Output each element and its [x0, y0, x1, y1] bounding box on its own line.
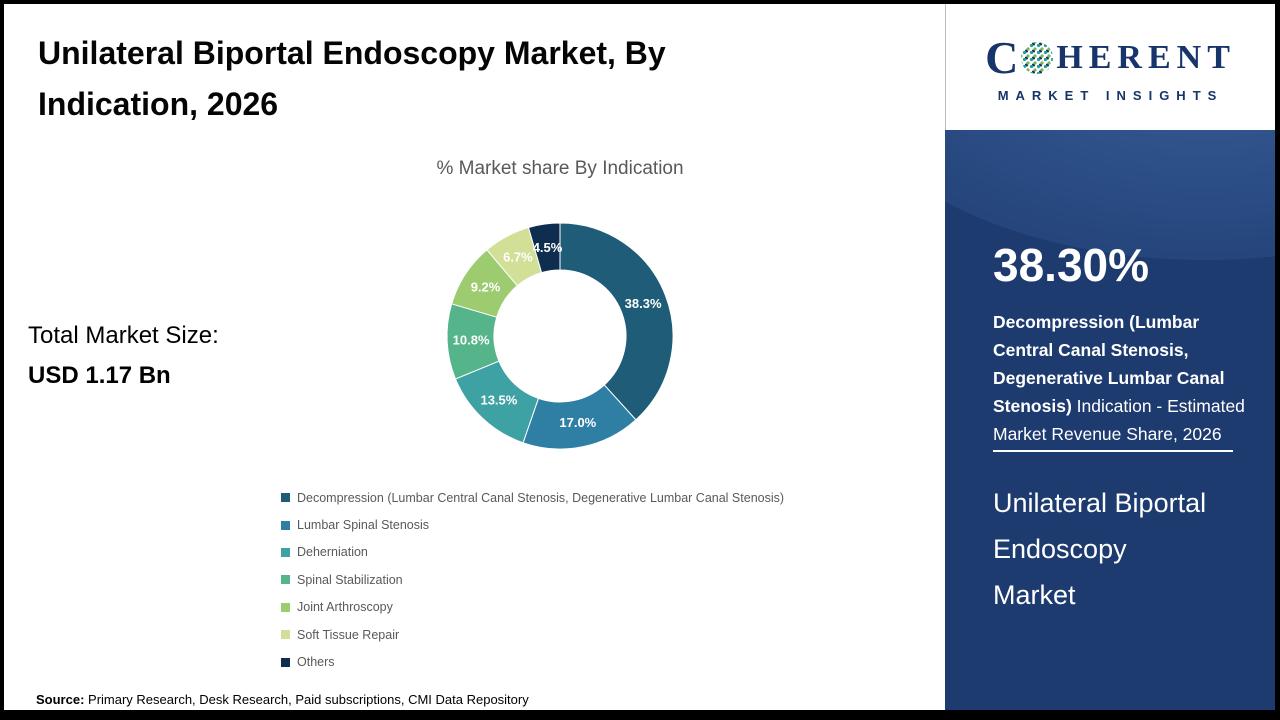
- legend-marker-icon: [281, 547, 290, 557]
- chart-title: % Market share By Indication: [436, 158, 684, 179]
- pie-slice-label: 4.5%: [533, 240, 563, 255]
- source-label: Source:: [36, 692, 85, 707]
- highlight-percentage: 38.30%: [993, 239, 1150, 291]
- brand-letters-rest: HERENT: [1056, 38, 1236, 76]
- total-market-size-value: USD 1.17 Bn: [28, 362, 171, 389]
- legend-label: Deherniation: [297, 545, 368, 560]
- market-name-line3: Market: [993, 580, 1076, 610]
- donut-chart: 38.3% 17.0% 13.5% 10.8% 9.2%6.7%4.5%: [446, 222, 674, 450]
- legend-item: Joint Arthroscopy: [281, 594, 784, 621]
- pie-slice-label: 38.3%: [625, 296, 662, 311]
- legend-marker-icon: [281, 602, 290, 612]
- legend-item: Decompression (Lumbar Central Canal Sten…: [281, 484, 784, 511]
- legend-marker-icon: [281, 493, 290, 503]
- legend-item: Soft Tissue Repair: [281, 621, 784, 648]
- legend-label: Soft Tissue Repair: [297, 627, 400, 642]
- chart-legend: Decompression (Lumbar Central Canal Sten…: [281, 484, 784, 676]
- legend-marker-icon: [281, 630, 290, 640]
- legend-label: Lumbar Spinal Stenosis: [297, 518, 430, 533]
- pie-slice-label: 13.5%: [480, 393, 517, 408]
- pie-slice-label: 6.7%: [503, 250, 533, 265]
- brand-wordmark: C HERENT: [985, 31, 1236, 84]
- pie-slice-label: 17.0%: [559, 415, 596, 430]
- highlight-panel: 38.30% Decompression (Lumbar Central Can…: [945, 130, 1275, 710]
- pie-slice: [527, 222, 561, 274]
- brand-letter-c: C: [985, 32, 1021, 83]
- highlight-description: Decompression (Lumbar Central Canal Sten…: [993, 308, 1251, 448]
- legend-marker-icon: [281, 657, 290, 667]
- right-sidebar: C HERENT MARKET INSIGHTS 38.30% Decompre…: [945, 4, 1275, 710]
- legend-label: Spinal Stabilization: [297, 572, 403, 587]
- highlight-description-rest: Indication - Estimated Market Revenue Sh…: [993, 396, 1245, 444]
- legend-label: Others: [297, 655, 335, 670]
- legend-item: Lumbar Spinal Stenosis: [281, 511, 784, 538]
- market-name: Unilateral Biportal Endoscopy Market: [993, 480, 1249, 618]
- pie-slice-label: 10.8%: [453, 333, 490, 348]
- market-name-line1: Unilateral Biportal: [993, 488, 1207, 518]
- legend-item: Others: [281, 648, 784, 675]
- total-market-size-label: Total Market Size:: [28, 322, 219, 349]
- total-market-size: Total Market Size: USD 1.17 Bn: [28, 316, 219, 396]
- logo-globe-icon: [1021, 41, 1054, 74]
- legend-label: Joint Arthroscopy: [297, 600, 393, 615]
- legend-label: Decompression (Lumbar Central Canal Sten…: [297, 490, 785, 505]
- highlight-description-bold: Decompression (Lumbar Central Canal Sten…: [993, 312, 1225, 416]
- brand-subtitle: MARKET INSIGHTS: [997, 88, 1224, 103]
- legend-marker-icon: [281, 575, 290, 585]
- pie-slice-label: 9.2%: [471, 279, 501, 294]
- brand-logo: C HERENT MARKET INSIGHTS: [945, 4, 1275, 130]
- page-title: Unilateral Biportal Endoscopy Market, By…: [38, 35, 666, 122]
- legend-marker-icon: [281, 520, 290, 530]
- source-text: Primary Research, Desk Research, Paid su…: [84, 692, 529, 707]
- legend-item: Deherniation: [281, 539, 784, 566]
- legend-item: Spinal Stabilization: [281, 566, 784, 593]
- divider-line: [993, 450, 1233, 452]
- source-note: Source: Primary Research, Desk Research,…: [36, 692, 529, 707]
- market-name-line2: Endoscopy: [993, 534, 1127, 564]
- pie-slice: [559, 222, 674, 421]
